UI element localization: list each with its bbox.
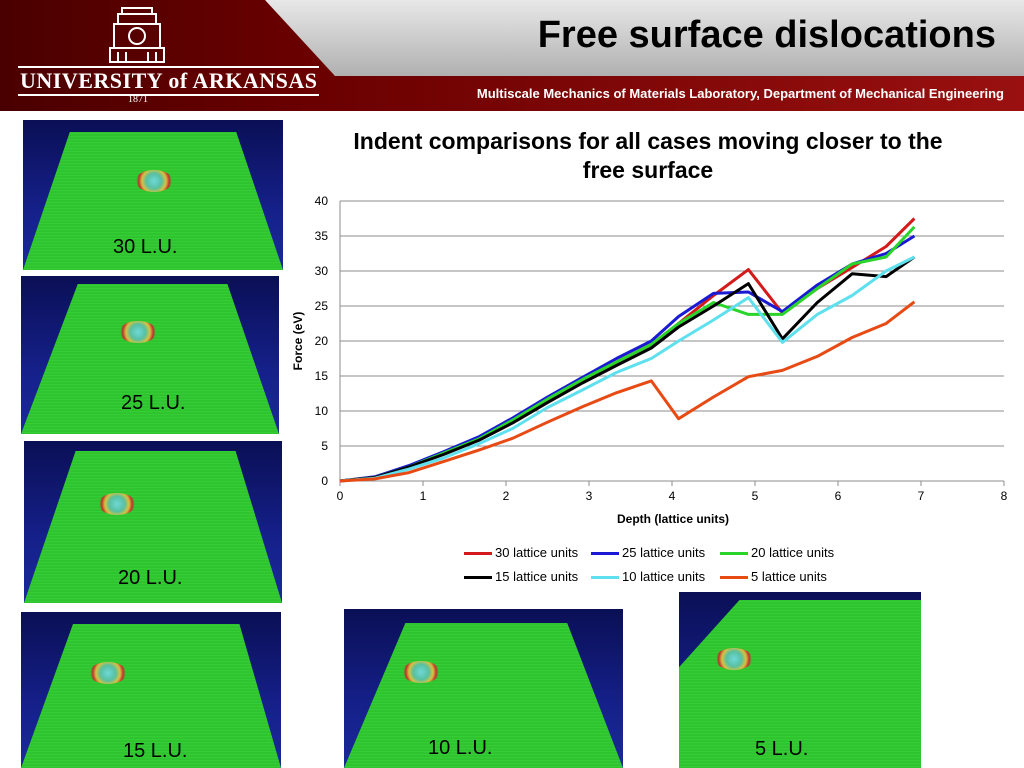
- legend-item: 15 lattice units: [464, 569, 578, 584]
- y-tick-label: 25: [315, 299, 329, 313]
- legend-swatch: [591, 552, 619, 556]
- slide-header: Free surface dislocations Multiscale Mec…: [0, 0, 1024, 111]
- legend-item: 25 lattice units: [591, 545, 705, 560]
- simulation-panel-30: 30 L.U.: [23, 120, 283, 270]
- old-main-tower-icon: [109, 7, 165, 63]
- x-tick-label: 2: [503, 489, 510, 503]
- panel-label: 10 L.U.: [428, 737, 493, 759]
- y-tick-label: 0: [321, 474, 328, 488]
- x-tick-label: 4: [669, 489, 676, 503]
- simulation-panel-20: 20 L.U.: [24, 441, 282, 603]
- simulation-panel-5: 5 L.U.: [679, 592, 921, 768]
- slide-title: Free surface dislocations: [537, 14, 996, 56]
- x-tick-label: 8: [1001, 489, 1008, 503]
- x-axis-label: Depth (lattice units): [617, 512, 729, 526]
- simulation-panel-10: 10 L.U.: [344, 609, 623, 768]
- atomic-surface: [23, 132, 283, 270]
- logo-text: UNIVERSITY of ARKANSAS: [18, 66, 320, 96]
- simulation-panel-25: 25 L.U.: [21, 276, 279, 434]
- atomic-surface: [24, 451, 282, 603]
- x-tick-label: 7: [918, 489, 925, 503]
- x-tick-label: 3: [586, 489, 593, 503]
- legend-label: 10 lattice units: [622, 569, 706, 584]
- x-tick-label: 6: [835, 489, 842, 503]
- indent-defect: [715, 648, 753, 670]
- y-tick-label: 35: [315, 229, 329, 243]
- university-logo: UNIVERSITY of ARKANSAS 1871: [0, 0, 320, 111]
- atomic-surface: [21, 624, 281, 768]
- legend-swatch: [720, 552, 748, 556]
- simulation-panel-15: 15 L.U.: [21, 612, 281, 768]
- indent-defect: [98, 493, 136, 515]
- x-tick-label: 0: [337, 489, 344, 503]
- x-tick-label: 1: [420, 489, 427, 503]
- series-line-5: [339, 255, 916, 483]
- panel-label: 20 L.U.: [118, 567, 183, 589]
- legend-item: 30 lattice units: [464, 545, 578, 560]
- panel-label: 30 L.U.: [113, 236, 178, 258]
- legend-swatch: [464, 552, 492, 556]
- y-tick-label: 10: [315, 404, 329, 418]
- series-line-6: [339, 300, 916, 483]
- y-tick-label: 5: [321, 439, 328, 453]
- y-tick-label: 15: [315, 369, 329, 383]
- panel-label: 15 L.U.: [123, 740, 188, 762]
- legend-label: 20 lattice units: [751, 545, 835, 560]
- logo-year: 1871: [128, 94, 148, 105]
- y-tick-label: 20: [315, 334, 329, 348]
- y-axis-label: Force (eV): [291, 312, 305, 371]
- panel-label: 5 L.U.: [755, 738, 809, 760]
- slide-subtitle: Multiscale Mechanics of Materials Labora…: [476, 86, 1004, 101]
- indent-defect: [402, 661, 440, 683]
- legend-swatch: [720, 576, 748, 580]
- series-line-4: [339, 255, 916, 483]
- legend-item: 20 lattice units: [720, 545, 834, 560]
- legend-item: 5 lattice units: [720, 569, 827, 584]
- indent-defect: [89, 662, 127, 684]
- legend-label: 25 lattice units: [622, 545, 706, 560]
- y-tick-label: 40: [315, 194, 329, 208]
- chart-title: Indent comparisons for all cases moving …: [353, 128, 943, 183]
- x-tick-label: 5: [752, 489, 759, 503]
- line-chart: 0 5 10 15 20 25 30 35 40 0 1 2 3 4 5 6 7 8 Depth (lattice …: [291, 194, 1008, 526]
- indent-defect: [119, 321, 157, 343]
- legend-label: 30 lattice units: [495, 545, 579, 560]
- panel-label: 25 L.U.: [121, 392, 186, 414]
- legend-label: 15 lattice units: [495, 569, 579, 584]
- legend-label: 5 lattice units: [751, 569, 827, 584]
- atomic-surface: [679, 600, 921, 768]
- y-tick-label: 30: [315, 264, 329, 278]
- legend-swatch: [591, 576, 619, 580]
- title-band: [265, 0, 1024, 76]
- indent-defect: [135, 170, 173, 192]
- legend-item: 10 lattice units: [591, 569, 705, 584]
- legend-swatch: [464, 576, 492, 580]
